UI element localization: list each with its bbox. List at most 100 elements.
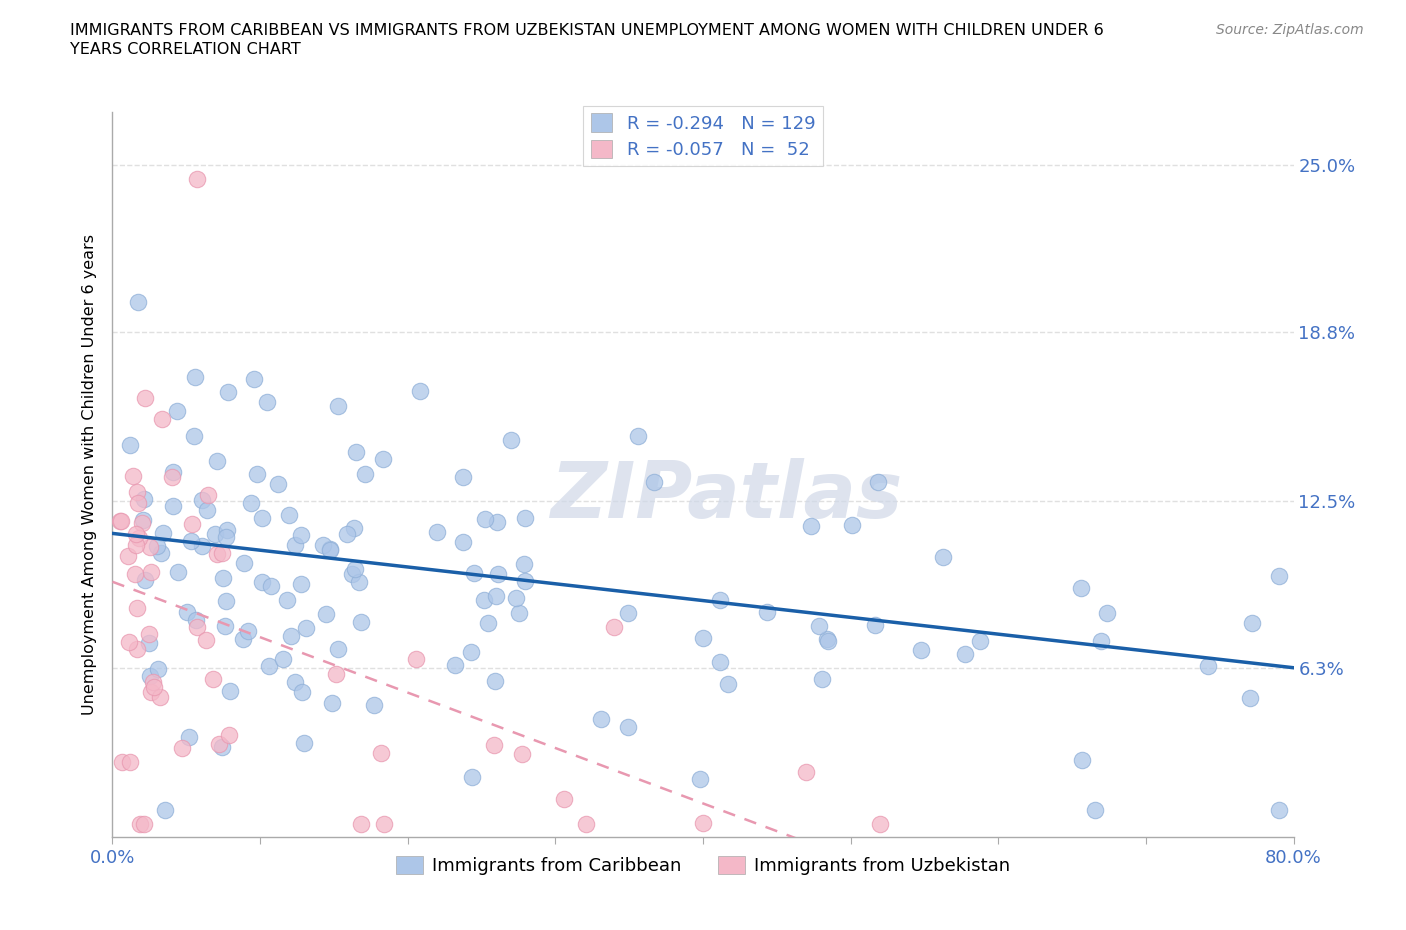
Point [474, 512, 496, 526]
Point [485, 514, 508, 529]
Point [709, 655, 731, 670]
Point [214, 618, 236, 633]
Point [232, 631, 254, 646]
Point [125, 642, 148, 657]
Point [122, 468, 145, 483]
Point [627, 429, 650, 444]
Point [643, 474, 665, 489]
Point [319, 542, 342, 557]
Point [160, 469, 183, 484]
Point [953, 646, 976, 661]
Point [717, 676, 740, 691]
Point [283, 674, 305, 689]
Point [485, 589, 508, 604]
Point [218, 727, 240, 742]
Point [186, 613, 208, 628]
Text: ZIPatlas: ZIPatlas [551, 458, 903, 534]
Point [139, 684, 162, 699]
Point [328, 399, 350, 414]
Point [138, 627, 160, 642]
Point [152, 525, 174, 540]
Point [1239, 690, 1261, 705]
Text: IMMIGRANTS FROM CARIBBEAN VS IMMIGRANTS FROM UZBEKISTAN UNEMPLOYMENT AMONG WOMEN: IMMIGRANTS FROM CARIBBEAN VS IMMIGRANTS … [70, 23, 1104, 38]
Point [170, 740, 193, 755]
Point [167, 565, 190, 579]
Point [145, 539, 167, 554]
Point [128, 817, 150, 831]
Point [134, 391, 156, 405]
Point [218, 684, 240, 698]
Point [603, 619, 626, 634]
Point [353, 467, 375, 482]
Point [294, 621, 316, 636]
Point [325, 667, 347, 682]
Point [370, 745, 392, 760]
Point [134, 491, 156, 506]
Point [110, 513, 132, 528]
Point [183, 429, 205, 444]
Point [344, 445, 367, 459]
Point [180, 517, 202, 532]
Point [260, 578, 283, 593]
Point [195, 632, 218, 647]
Point [276, 592, 298, 607]
Point [343, 521, 366, 536]
Point [811, 671, 834, 686]
Point [709, 592, 731, 607]
Point [150, 411, 173, 426]
Point [1197, 658, 1219, 673]
Point [284, 538, 307, 552]
Point [118, 634, 141, 649]
Point [910, 643, 932, 658]
Point [128, 531, 150, 546]
Point [460, 644, 482, 659]
Point [815, 631, 838, 646]
Point [1090, 633, 1112, 648]
Point [190, 493, 212, 508]
Point [451, 470, 474, 485]
Point [589, 711, 612, 726]
Point [139, 540, 162, 555]
Point [1070, 752, 1092, 767]
Point [195, 502, 218, 517]
Point [755, 604, 778, 619]
Point [239, 496, 262, 511]
Point [513, 574, 536, 589]
Point [866, 474, 889, 489]
Point [211, 740, 233, 755]
Text: Source: ZipAtlas.com: Source: ZipAtlas.com [1216, 23, 1364, 37]
Point [211, 570, 233, 585]
Point [132, 817, 155, 831]
Point [513, 556, 536, 571]
Point [139, 669, 162, 684]
Point [143, 680, 166, 695]
Point [575, 817, 598, 831]
Text: YEARS CORRELATION CHART: YEARS CORRELATION CHART [70, 42, 301, 57]
Point [162, 465, 184, 480]
Point [841, 517, 863, 532]
Point [463, 565, 485, 580]
Point [215, 529, 238, 544]
Point [120, 754, 142, 769]
Point [204, 527, 226, 542]
Point [205, 547, 228, 562]
Point [205, 454, 228, 469]
Point [553, 791, 575, 806]
Point [484, 673, 506, 688]
Point [186, 619, 208, 634]
Point [124, 567, 146, 582]
Point [326, 642, 349, 657]
Point [290, 577, 312, 591]
Point [510, 747, 533, 762]
Point [1268, 803, 1291, 817]
Point [1240, 616, 1263, 631]
Point [278, 507, 301, 522]
Point [363, 698, 385, 712]
Point [869, 817, 891, 831]
Point [257, 659, 280, 674]
Point [969, 633, 991, 648]
Point [451, 535, 474, 550]
Point [1084, 803, 1107, 817]
Point [292, 736, 315, 751]
Point [347, 575, 370, 590]
